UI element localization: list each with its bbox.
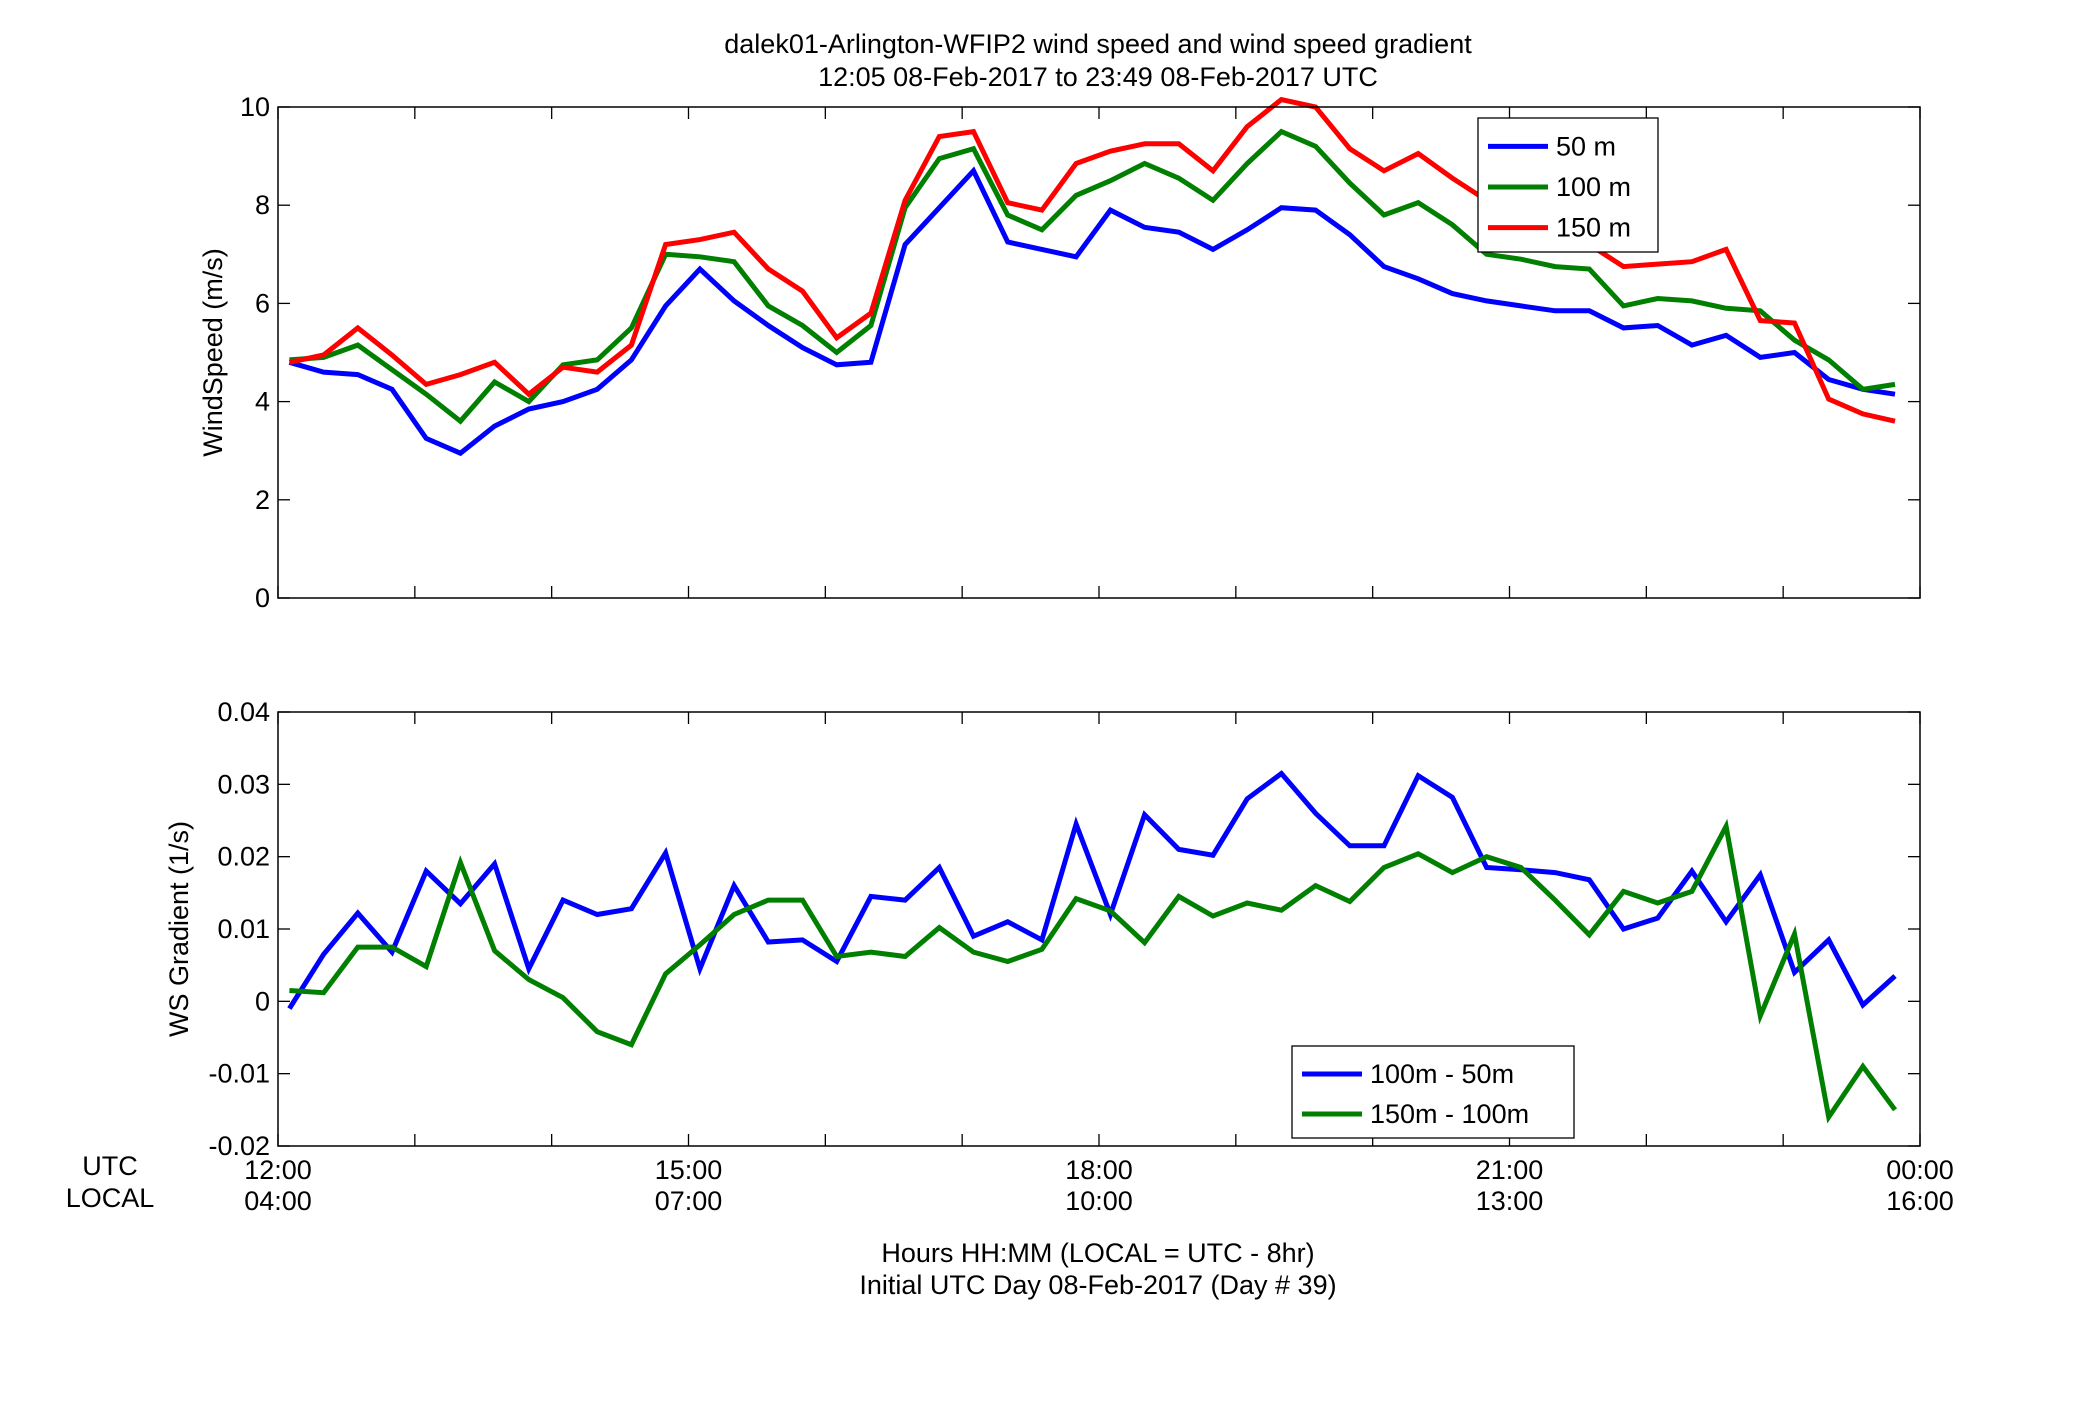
legend-label: 150m - 100m	[1370, 1099, 1529, 1129]
x-tick-label-utc: 00:00	[1886, 1155, 1954, 1185]
x-tick-label-utc: 18:00	[1065, 1155, 1133, 1185]
y-tick-label: 0.03	[217, 769, 270, 799]
chart-title-line1: dalek01-Arlington-WFIP2 wind speed and w…	[724, 29, 1472, 59]
legend-box	[1291, 1045, 1575, 1139]
x-tick-label-local: 16:00	[1886, 1186, 1954, 1216]
x-tick-label-local: 10:00	[1065, 1186, 1133, 1216]
legend-label: 100 m	[1556, 172, 1631, 202]
x-tick-label-local: 13:00	[1476, 1186, 1544, 1216]
y-tick-label: -0.02	[208, 1131, 270, 1161]
x-tick-label-local: 04:00	[244, 1186, 312, 1216]
series-line-windspeed-0	[288, 166, 1896, 457]
utc-row-label: UTC	[82, 1151, 138, 1181]
y-axis-label: WS Gradient (1/s)	[164, 821, 194, 1037]
windspeed-panel: 0 2 4 6 8 10 WindSpeed (m/s) 50 m 100 m 150 m	[198, 92, 1921, 613]
y-tick-label: 6	[255, 288, 270, 318]
y-tick-label: 10	[240, 92, 270, 122]
legend-label: 150 m	[1556, 213, 1631, 243]
x-axis-label-line1: Hours HH:MM (LOCAL = UTC - 8hr)	[881, 1238, 1314, 1268]
y-tick-label: 2	[255, 485, 270, 515]
y-tick-label: 0.02	[217, 842, 270, 872]
plot-frame	[277, 711, 1921, 1147]
plot-frame	[277, 106, 1921, 599]
chart-title-line2: 12:05 08-Feb-2017 to 23:49 08-Feb-2017 U…	[818, 62, 1378, 92]
y-tick-label: 0	[255, 583, 270, 613]
x-tick-label-utc: 15:00	[655, 1155, 723, 1185]
x-tick-label-utc: 21:00	[1476, 1155, 1544, 1185]
y-tick-label: 0.04	[217, 697, 270, 727]
y-tick-label: 0.01	[217, 914, 270, 944]
series-line-windspeed-2	[288, 96, 1896, 424]
y-axis-label: WindSpeed (m/s)	[198, 248, 228, 457]
x-axis-label-line2: Initial UTC Day 08-Feb-2017 (Day # 39)	[859, 1270, 1336, 1300]
local-row-label: LOCAL	[66, 1183, 155, 1213]
y-tick-label: 4	[255, 387, 270, 417]
y-tick-label: -0.01	[208, 1059, 270, 1089]
series-line-gradient-1	[289, 818, 1898, 1124]
y-tick-label: 0	[255, 986, 270, 1016]
x-tick-label-utc: 12:00	[244, 1155, 312, 1185]
y-tick-label: 8	[255, 190, 270, 220]
series-line-gradient-0	[287, 770, 1897, 1010]
x-tick-label-local: 07:00	[655, 1186, 723, 1216]
legend-label: 50 m	[1556, 131, 1616, 161]
legend-label: 100m - 50m	[1370, 1059, 1514, 1089]
